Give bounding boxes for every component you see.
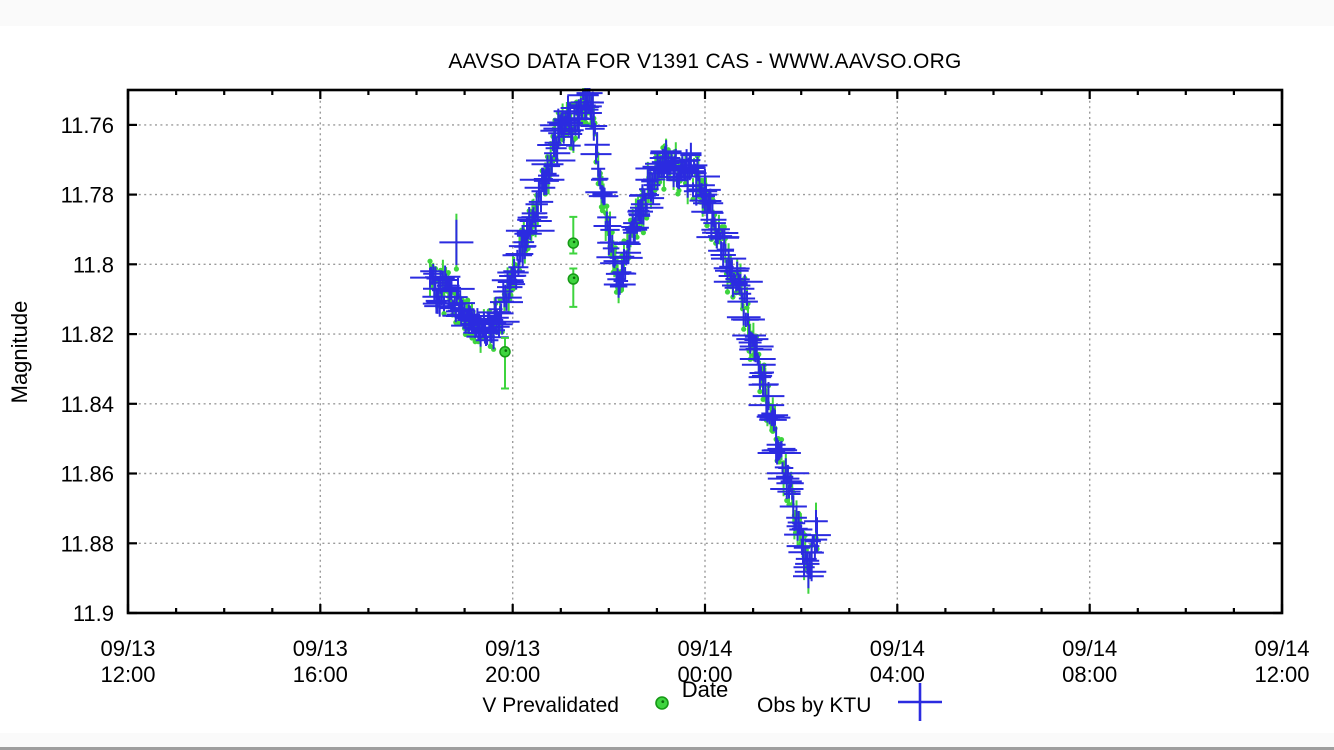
- blue-plus-icon: [898, 683, 942, 721]
- y-tick-label: 11.88: [61, 531, 114, 556]
- y-tick-label: 11.84: [61, 392, 114, 417]
- chart-title: AAVSO DATA FOR V1391 CAS - WWW.AAVSO.ORG: [448, 50, 962, 73]
- x-tick-label: 09/13 20:00: [485, 636, 540, 687]
- x-tick-label: 09/13 12:00: [100, 636, 155, 687]
- page-bottom-margin: [0, 733, 1334, 747]
- legend-label-prevalidated: V Prevalidated: [482, 694, 619, 717]
- y-tick-label: 11.82: [61, 322, 114, 347]
- x-tick-label: 09/14 12:00: [1254, 636, 1309, 687]
- x-tick-label: 09/14 08:00: [1062, 636, 1117, 687]
- x-axis-label: Date: [681, 677, 729, 702]
- y-tick-label: 11.8: [73, 252, 114, 277]
- green-circle-icon: [655, 696, 669, 710]
- x-tick-label: 09/13 16:00: [293, 636, 348, 687]
- legend-label-obs: Obs by KTU: [757, 694, 872, 717]
- y-tick-label: 11.78: [61, 183, 114, 208]
- page-top-margin: [0, 0, 1334, 26]
- y-tick-label: 11.76: [61, 113, 114, 138]
- page-bottom-rule: [0, 747, 1334, 750]
- y-tick-label: 11.9: [73, 601, 114, 626]
- y-tick-label: 11.86: [61, 462, 114, 487]
- x-tick-label: 09/14 04:00: [870, 636, 925, 687]
- x-tick-label: 09/14 00:00: [677, 636, 732, 687]
